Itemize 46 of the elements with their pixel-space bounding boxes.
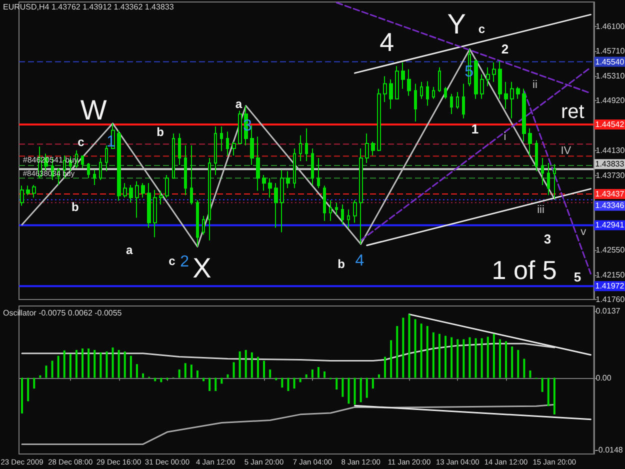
ref-line-label: 1.42941 (595, 220, 625, 230)
y-tick-label: 1.44130 (596, 146, 625, 155)
annotation: 5 (574, 270, 582, 284)
ref-line-label: 1.43346 (595, 201, 625, 210)
y-tick-label: 1.42550 (596, 245, 625, 254)
annotation: c (168, 254, 176, 268)
annotation: v (580, 226, 587, 238)
annotation: i (504, 131, 506, 143)
ref-line-label: 1.41972 (595, 282, 625, 291)
annotation: c (478, 22, 486, 36)
annotation: 1 (471, 122, 479, 136)
y-tick-label: 1.42150 (596, 270, 625, 280)
annotation: 4 (355, 252, 364, 270)
annotation: IV (560, 145, 572, 157)
y-tick-label: 1.46100 (596, 22, 625, 32)
annotation: X (192, 252, 212, 284)
annotation: b (71, 200, 79, 214)
annotation: a (235, 97, 242, 111)
y-tick-label: 0.00 (596, 373, 612, 382)
y-tick-label: 1.43730 (596, 171, 625, 180)
annotation: b (156, 125, 164, 139)
annotation: b (338, 257, 346, 271)
y-tick-label: 1.41760 (596, 295, 625, 304)
annotation: W (80, 94, 108, 126)
ref-line-label: 1.43437 (595, 190, 625, 199)
y-tick-label: -0.0148 (596, 446, 624, 455)
chart-title: EURUSD,H4 1.43762 1.43912 1.43362 1.43833 (3, 2, 174, 12)
annotation: 3 (544, 232, 552, 246)
annotation: 1 of 5 (492, 255, 557, 285)
y-tick-label: 1.44920 (596, 96, 625, 106)
annotation: a (126, 243, 134, 257)
chart-title: Oscillator -0.0075 0.0062 -0.0055 (3, 308, 122, 318)
y-tick-label: 1.45710 (596, 46, 625, 56)
annotation: ret (561, 101, 585, 123)
ref-line-label: 1.45540 (595, 57, 625, 66)
annotation: c (78, 135, 85, 149)
ref-line-label: 1.44542 (595, 120, 625, 130)
annotation: 4 (380, 27, 394, 57)
annotation: iii (537, 204, 544, 216)
annotation: Y (447, 8, 466, 40)
ref-line-label: 1.43833 (595, 160, 625, 169)
y-tick-label: 0.0137 (596, 306, 621, 316)
annotation: ii (532, 79, 538, 91)
annotation: 2 (501, 42, 509, 56)
y-tick-label: 1.45310 (596, 72, 625, 81)
annotation: 2 (180, 254, 190, 270)
